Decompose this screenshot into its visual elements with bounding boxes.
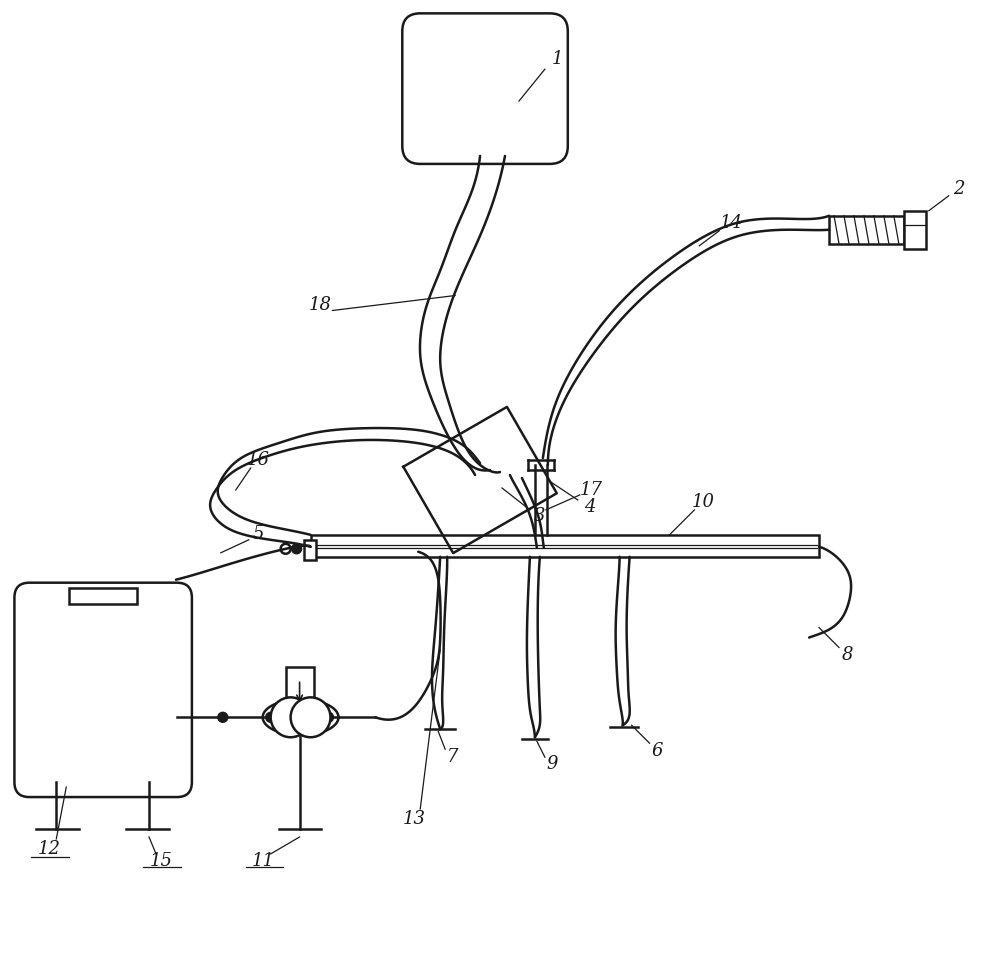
Text: 14: 14 [720, 214, 743, 232]
Text: 17: 17 [580, 481, 603, 499]
Text: 16: 16 [247, 451, 270, 469]
Text: 13: 13 [403, 810, 426, 828]
Text: 15: 15 [149, 852, 172, 870]
Text: 8: 8 [841, 647, 853, 665]
Bar [286, 668, 314, 711]
Bar [829, 216, 904, 244]
Text: 12: 12 [38, 839, 61, 858]
Bar [904, 211, 926, 248]
Bar [311, 535, 819, 557]
Circle shape [218, 712, 228, 722]
FancyBboxPatch shape [14, 583, 192, 797]
Circle shape [292, 543, 302, 554]
Text: 18: 18 [309, 295, 332, 313]
Text: 9: 9 [546, 755, 558, 774]
Circle shape [291, 697, 330, 737]
Text: 11: 11 [252, 852, 275, 870]
Circle shape [324, 712, 333, 722]
Text: 4: 4 [584, 498, 595, 516]
FancyBboxPatch shape [402, 13, 568, 164]
Circle shape [266, 712, 276, 722]
Text: 1: 1 [552, 51, 564, 68]
Text: 7: 7 [446, 748, 458, 766]
Bar [69, 587, 137, 604]
Text: 10: 10 [692, 493, 715, 511]
Text: 3: 3 [534, 507, 546, 525]
Circle shape [271, 697, 311, 737]
Circle shape [268, 712, 278, 722]
Text: 6: 6 [652, 742, 663, 760]
Bar [304, 540, 316, 560]
Text: 5: 5 [253, 525, 264, 542]
Text: 2: 2 [953, 180, 964, 198]
